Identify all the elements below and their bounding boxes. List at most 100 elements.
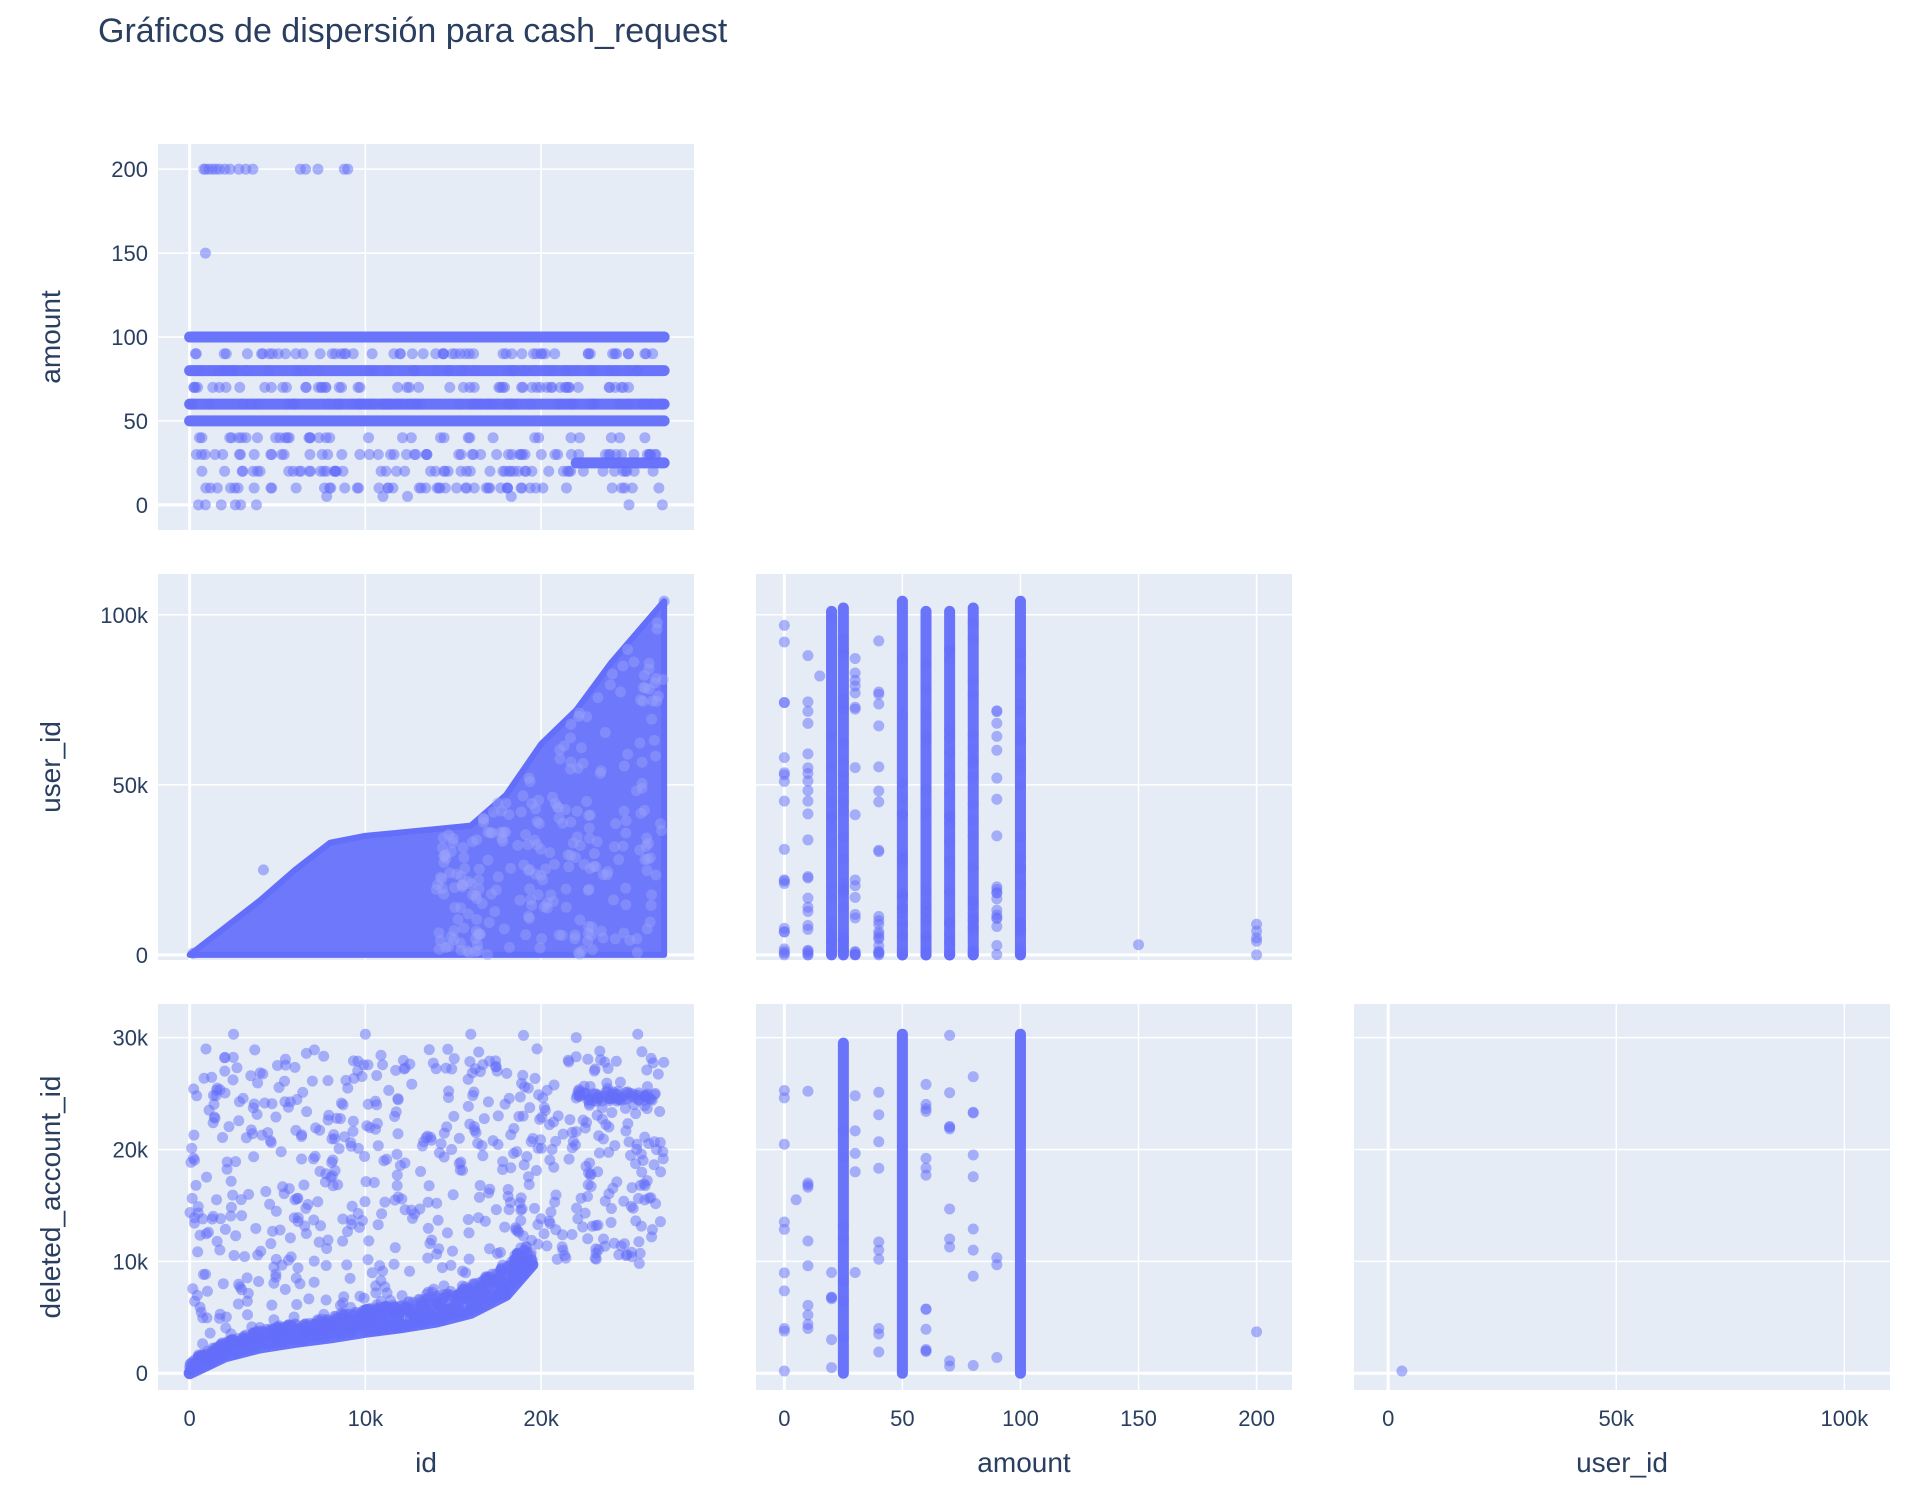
data-point <box>262 1127 274 1139</box>
data-point <box>266 1098 278 1110</box>
data-point <box>592 1219 604 1231</box>
y-tick-label: 0 <box>136 943 148 968</box>
data-point <box>651 617 663 629</box>
data-point <box>483 916 495 928</box>
data-point <box>347 1125 359 1137</box>
data-point <box>447 833 459 845</box>
data-point <box>524 863 536 875</box>
data-point <box>565 465 577 477</box>
data-point <box>391 1180 403 1192</box>
data-point <box>451 868 463 880</box>
data-point <box>325 1171 337 1183</box>
data-points <box>1396 1365 1408 1377</box>
data-point <box>572 381 584 393</box>
data-point <box>873 918 885 930</box>
data-point <box>526 899 538 911</box>
data-point <box>260 1185 272 1197</box>
data-point <box>873 1086 885 1098</box>
data-point <box>249 1044 261 1056</box>
data-point <box>417 348 429 360</box>
data-point <box>474 929 486 941</box>
data-point <box>837 882 849 894</box>
data-point <box>252 1077 264 1089</box>
data-point <box>1014 779 1026 791</box>
x-tick-label: 50k <box>1599 1406 1635 1431</box>
data-points <box>186 595 670 961</box>
data-point <box>967 743 979 755</box>
data-point <box>471 834 483 846</box>
data-point <box>279 1096 291 1108</box>
data-point <box>264 1198 276 1210</box>
data-point <box>318 1322 330 1334</box>
data-point <box>547 791 559 803</box>
data-point <box>444 381 456 393</box>
data-point <box>574 432 586 444</box>
data-point <box>967 899 979 911</box>
data-point <box>517 1069 529 1081</box>
data-point <box>572 1213 584 1225</box>
data-point <box>849 1267 861 1279</box>
data-point <box>359 1196 371 1208</box>
data-point <box>639 432 651 444</box>
data-point <box>478 1113 490 1125</box>
data-point <box>826 1267 838 1279</box>
data-point <box>208 1098 220 1110</box>
data-point <box>631 933 643 945</box>
data-point <box>442 365 454 377</box>
data-point <box>313 365 325 377</box>
data-point <box>531 816 543 828</box>
data-point <box>192 1201 204 1213</box>
data-point <box>508 465 520 477</box>
data-point <box>873 947 885 959</box>
data-point <box>826 925 838 937</box>
data-point <box>619 1102 631 1114</box>
data-point <box>396 1290 408 1302</box>
data-point <box>191 1289 203 1301</box>
data-point <box>624 934 636 946</box>
data-point <box>460 1267 472 1279</box>
data-point <box>920 931 932 943</box>
data-point <box>470 933 482 945</box>
data-point <box>802 1181 814 1193</box>
data-point <box>470 890 482 902</box>
data-point <box>622 398 634 410</box>
data-point <box>523 1178 535 1190</box>
data-point <box>585 929 597 941</box>
data-point <box>530 868 542 880</box>
data-point <box>614 1076 626 1088</box>
data-point <box>445 846 457 858</box>
data-point <box>484 465 496 477</box>
data-point <box>287 465 299 477</box>
data-point <box>423 1180 435 1192</box>
data-point <box>849 667 861 679</box>
data-point <box>503 941 515 953</box>
data-point <box>320 1260 332 1272</box>
data-point <box>837 1331 849 1343</box>
data-point <box>219 1223 231 1235</box>
data-point <box>492 797 504 809</box>
data-point <box>617 465 629 477</box>
data-point <box>338 1291 350 1303</box>
data-point <box>530 1165 542 1177</box>
data-point <box>288 1311 300 1323</box>
data-point <box>583 920 595 932</box>
data-point <box>641 923 653 935</box>
data-point <box>589 1063 601 1075</box>
data-point <box>499 1221 511 1233</box>
y-tick-label: 10k <box>113 1249 149 1274</box>
data-point <box>337 1235 349 1247</box>
data-point <box>630 1158 642 1170</box>
data-point <box>896 929 908 941</box>
data-point <box>553 802 565 814</box>
data-point <box>469 365 481 377</box>
data-point <box>533 432 545 444</box>
data-point <box>640 840 652 852</box>
data-point <box>233 432 245 444</box>
data-point <box>196 365 208 377</box>
data-point <box>469 946 481 958</box>
data-point <box>552 398 564 410</box>
data-point <box>325 482 337 494</box>
y-tick-label: 100 <box>111 325 148 350</box>
data-point <box>433 927 445 939</box>
data-point <box>522 1082 534 1094</box>
